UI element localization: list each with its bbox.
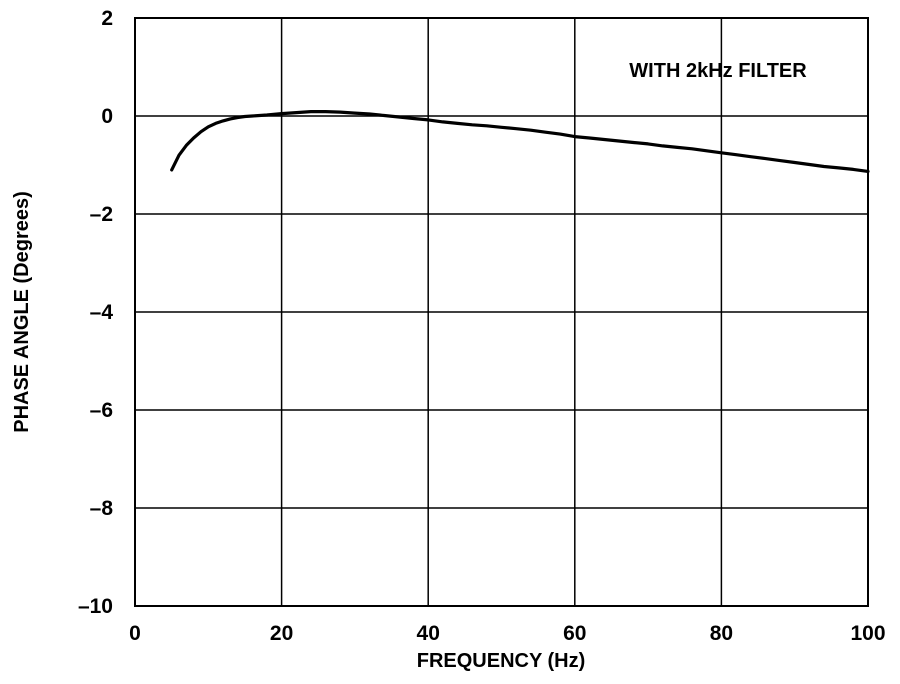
y-tick-labels: 2 0 –2 –4 –6 –8 –10 [78, 7, 113, 618]
grid [134, 17, 869, 607]
plot-frame [134, 17, 869, 607]
x-tick-labels: 0 20 40 60 80 100 [129, 622, 885, 645]
x-tick-label: 0 [129, 622, 141, 645]
y-tick-label: –10 [78, 595, 113, 618]
x-tick-label: 20 [270, 622, 293, 645]
filter-annotation: WITH 2kHz FILTER [629, 60, 807, 82]
x-tick-label: 40 [417, 622, 440, 645]
x-tick-label: 80 [710, 622, 733, 645]
x-tick-label: 60 [563, 622, 586, 645]
y-tick-label: 0 [101, 105, 113, 128]
y-tick-label: –2 [90, 203, 113, 226]
y-tick-label: –8 [90, 497, 114, 520]
y-axis-title: PHASE ANGLE (Degrees) [11, 191, 33, 433]
y-tick-label: –4 [90, 301, 114, 324]
y-tick-label: 2 [101, 7, 113, 30]
x-axis-title: FREQUENCY (Hz) [417, 650, 586, 672]
y-tick-label: –6 [90, 399, 113, 422]
x-tick-label: 100 [850, 622, 885, 645]
phase-angle-series-line [170, 110, 870, 173]
